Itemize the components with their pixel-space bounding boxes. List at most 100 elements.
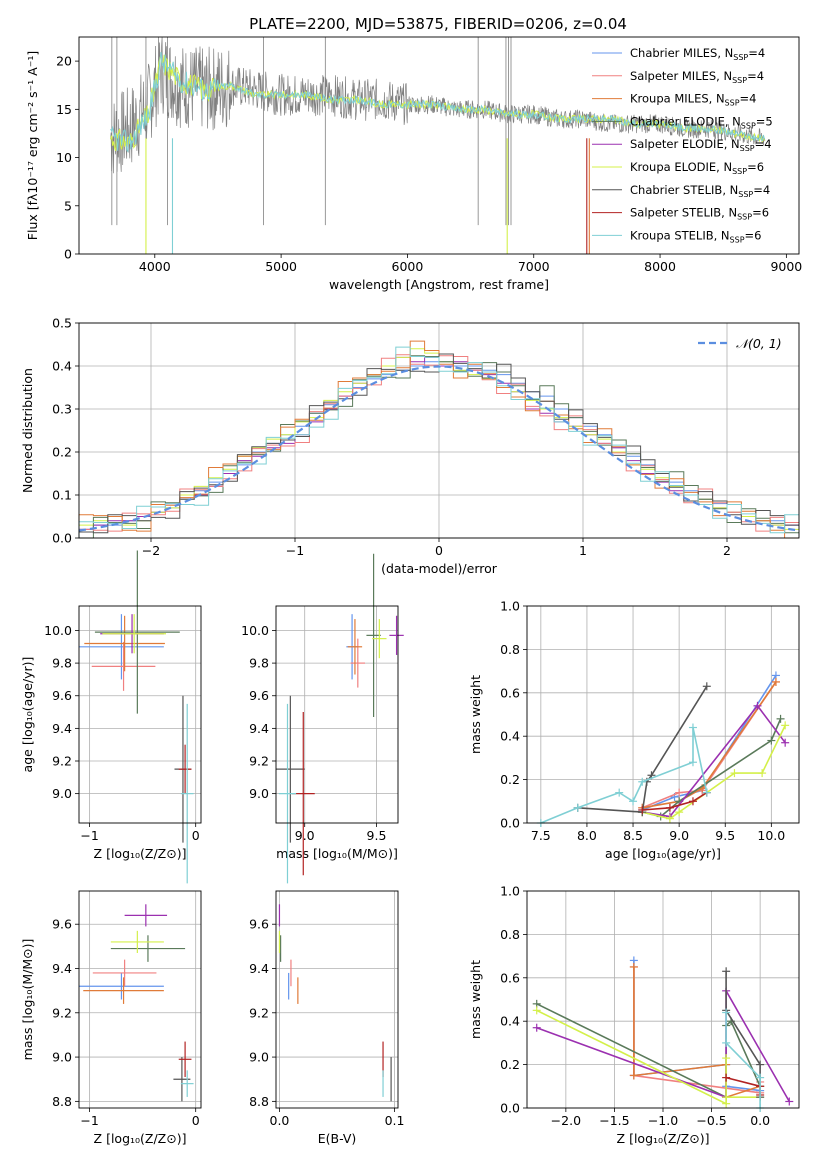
x-tick-label: 5000	[265, 259, 297, 274]
y-axis-label: age [log₁₀(age/yr)]	[20, 657, 35, 773]
y-tick-label: 9.4	[249, 961, 269, 976]
legend-label: Kroupa STELIB, NSSP=6	[630, 228, 761, 244]
x-axis-label: E(B-V)	[318, 1131, 357, 1146]
y-tick-label: 9.4	[249, 721, 269, 736]
y-tick-label: 0.8	[500, 927, 520, 942]
y-tick-label: 9.6	[52, 917, 72, 932]
x-tick-label: 9.0	[295, 828, 315, 843]
y-tick-label: 0.0	[52, 531, 72, 546]
x-axis-label: Z [log₁₀(Z/Z⊙)]	[617, 1131, 710, 1146]
x-tick-label: −0.5	[696, 1113, 726, 1128]
y-tick-label: 0.6	[500, 970, 520, 985]
legend-label: 𝒩(0, 1)	[736, 336, 782, 351]
y-tick-label: 9.6	[249, 688, 269, 703]
y-tick-label: 10	[56, 150, 72, 165]
y-tick-label: 20	[56, 54, 72, 69]
x-tick-label: −2.0	[551, 1113, 581, 1128]
y-tick-label: 9.0	[52, 786, 72, 801]
plot-frame	[526, 890, 800, 1109]
x-tick-label: 8.0	[577, 828, 597, 843]
y-tick-label: 9.2	[52, 1005, 72, 1020]
y-axis-label: mass [log₁₀(M/M⊙)]	[20, 939, 35, 1061]
x-tick-label: 7.5	[531, 828, 551, 843]
y-tick-label: 0.2	[500, 1057, 520, 1072]
y-tick-label: 9.2	[249, 1005, 269, 1020]
x-tick-label: 9.5	[715, 828, 735, 843]
histogram-step	[78, 340, 799, 539]
x-tick-label: 4000	[139, 259, 171, 274]
panel-weight-vs-Z: −2.0 −1.5 −1.0 −0.5 0.0 0.0 0.2 0.4 0.6 0.8 1.0 Z […	[468, 884, 800, 1146]
weight-line	[642, 791, 708, 811]
x-tick-label: −1.5	[599, 1113, 629, 1128]
y-tick-label: 8.8	[249, 1094, 269, 1109]
y-tick-label: 0	[64, 247, 72, 262]
y-tick-label: 0.1	[52, 488, 72, 503]
y-tick-label: 1.0	[500, 599, 520, 614]
panel-residuals: −2 −1 0 1 2 0.0 0.1 0.2 0.3 0.4 0.5 (data-model)/er…	[20, 316, 800, 576]
x-tick-label: 2	[723, 543, 731, 558]
y-tick-label: 9.4	[52, 721, 72, 736]
x-tick-label: −1.0	[648, 1113, 678, 1128]
y-tick-label: 10.0	[44, 623, 72, 638]
weight-line	[540, 727, 708, 824]
x-tick-label: 6000	[392, 259, 424, 274]
x-tick-label: 9.5	[367, 828, 387, 843]
y-tick-label: 9.0	[249, 786, 269, 801]
x-axis-label: age [log₁₀(age/yr)]	[605, 846, 721, 861]
spectrum-data-line	[110, 37, 766, 174]
y-tick-label: 9.0	[52, 1050, 72, 1065]
weight-line	[725, 1012, 761, 1108]
y-tick-label: 0.4	[500, 1014, 520, 1029]
y-tick-label: 9.8	[249, 656, 269, 671]
legend-label: Kroupa MILES, NSSP=4	[630, 92, 756, 108]
x-axis-label: (data-model)/error	[381, 561, 498, 576]
legend-label: Kroupa ELODIE, NSSP=6	[630, 160, 764, 176]
y-tick-label: 0.2	[52, 445, 72, 460]
y-tick-label: 1.0	[500, 884, 520, 899]
y-tick-label: 0.4	[52, 359, 72, 374]
plot-frame	[275, 605, 399, 824]
x-tick-label: 9000	[770, 259, 802, 274]
x-axis-label: Z [log₁₀(Z/Z⊙)]	[94, 1131, 187, 1146]
spectrum-model-line	[110, 52, 765, 153]
y-axis-label: mass weight	[468, 960, 483, 1039]
y-tick-label: 5	[64, 198, 72, 213]
y-tick-label: 9.8	[52, 656, 72, 671]
y-tick-label: 0.0	[500, 816, 520, 831]
panel-spectrum: 4000 5000 6000 7000 8000 9000 0 5 10 15 20 waveleng…	[25, 36, 802, 292]
figure-title: PLATE=2200, MJD=53875, FIBERID=0206, z=0…	[249, 15, 627, 33]
y-tick-label: 9.2	[52, 754, 72, 769]
y-tick-label: 0.6	[500, 685, 520, 700]
y-tick-label: 0.2	[500, 772, 520, 787]
plot-frame	[78, 605, 202, 824]
histogram-step	[78, 346, 799, 538]
x-tick-label: −1	[286, 543, 304, 558]
legend-label: Chabrier MILES, NSSP=4	[630, 46, 765, 62]
y-tick-label: 9.2	[249, 754, 269, 769]
y-tick-label: 9.0	[249, 1050, 269, 1065]
panel-age-vs-Z: −1 0 9.0 9.2 9.4 9.6 9.8 10.0 Z [log₁₀(Z/Z⊙)] age…	[20, 550, 202, 884]
plot-frame	[78, 890, 202, 1109]
y-tick-label: 15	[56, 102, 72, 117]
x-tick-label: 10.0	[757, 828, 785, 843]
spectrum-model-line	[110, 54, 765, 152]
x-tick-label: 9.0	[669, 828, 689, 843]
legend-label: Salpeter STELIB, NSSP=6	[630, 206, 769, 222]
panel-weight-vs-age: 7.5 8.0 8.5 9.0 9.5 10.0 0.0 0.2 0.4 0.6 0.8 1.0 age…	[468, 599, 800, 861]
panel-age-vs-mass: 9.0 9.5 9.0 9.2 9.4 9.6 9.8 10.0 mass [log₁₀(M/M…	[241, 553, 404, 884]
y-tick-label: 0.5	[52, 316, 72, 331]
legend-label: Chabrier STELIB, NSSP=4	[630, 183, 770, 199]
x-tick-label: −1	[80, 828, 98, 843]
y-tick-label: 8.8	[52, 1094, 72, 1109]
x-tick-label: 1	[579, 543, 587, 558]
weight-line	[642, 704, 786, 818]
weight-line	[641, 681, 777, 809]
y-tick-label: 9.4	[52, 961, 72, 976]
x-tick-label: 8.5	[623, 828, 643, 843]
legend-label: Salpeter ELODIE, NSSP=4	[630, 137, 772, 153]
x-axis-label: Z [log₁₀(Z/Z⊙)]	[94, 846, 187, 861]
panel-mass-vs-Z: −1 0 8.8 9.0 9.2 9.4 9.6 Z [log₁₀(Z/Z⊙)] mass [l…	[20, 890, 202, 1146]
y-tick-label: 0.8	[500, 642, 520, 657]
y-tick-label: 9.6	[52, 688, 72, 703]
